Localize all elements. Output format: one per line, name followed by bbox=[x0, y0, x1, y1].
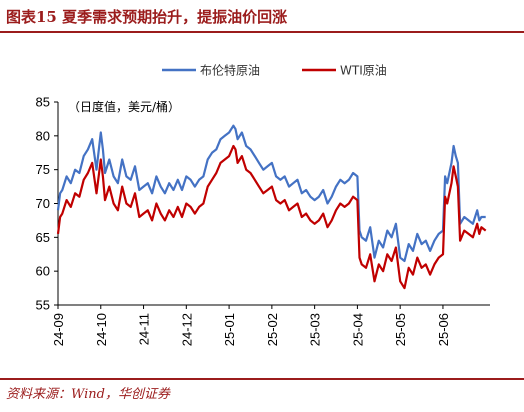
x-tick-label: 25-01 bbox=[222, 313, 237, 346]
legend: 布伦特原油 WTI原油 bbox=[162, 63, 387, 78]
x-tick-label: 25-06 bbox=[436, 313, 451, 346]
x-tick-label: 24-12 bbox=[179, 313, 194, 346]
title-bar: 图表15 夏季需求预期抬升，提振油价回涨 bbox=[0, 0, 524, 32]
x-tick-label: 25-05 bbox=[393, 313, 408, 346]
series-line-brent bbox=[56, 124, 486, 263]
y-tick-label: 85 bbox=[36, 95, 50, 110]
title-rule bbox=[0, 31, 524, 33]
y-tick-label: 65 bbox=[36, 230, 50, 245]
legend-label: 布伦特原油 bbox=[200, 63, 260, 78]
x-tick-label: 24-09 bbox=[51, 313, 66, 346]
x-tick-label: 24-11 bbox=[137, 313, 152, 345]
x-tick-label: 25-02 bbox=[265, 313, 280, 346]
y-tick-label: 80 bbox=[36, 128, 50, 143]
chart-title: 图表15 夏季需求预期抬升，提振油价回涨 bbox=[6, 8, 288, 26]
y-tick-label: 70 bbox=[36, 196, 50, 211]
x-tick-label: 25-04 bbox=[350, 313, 365, 346]
y-tick-label: 55 bbox=[36, 298, 50, 313]
source-rule bbox=[0, 378, 524, 380]
x-tick-label: 24-10 bbox=[94, 313, 109, 346]
y-tick-label: 75 bbox=[36, 162, 50, 177]
series-group bbox=[56, 124, 487, 290]
source-note: 资料来源：Wind，华创证券 bbox=[6, 387, 170, 402]
y-axis-unit-label: （日度值，美元/桶） bbox=[68, 99, 180, 114]
y-tick-label: 60 bbox=[36, 264, 50, 279]
series-line-wti bbox=[56, 144, 487, 290]
x-tick-label: 25-03 bbox=[308, 313, 323, 346]
legend-label: WTI原油 bbox=[340, 64, 387, 78]
line-chart: 布伦特原油 WTI原油 （日度值，美元/桶） 55 60 65 70 75 80 85 24-0… bbox=[36, 63, 490, 346]
axes: 55 60 65 70 75 80 85 24-09 24-10 24-11 24-12 25-01 2… bbox=[36, 95, 490, 346]
